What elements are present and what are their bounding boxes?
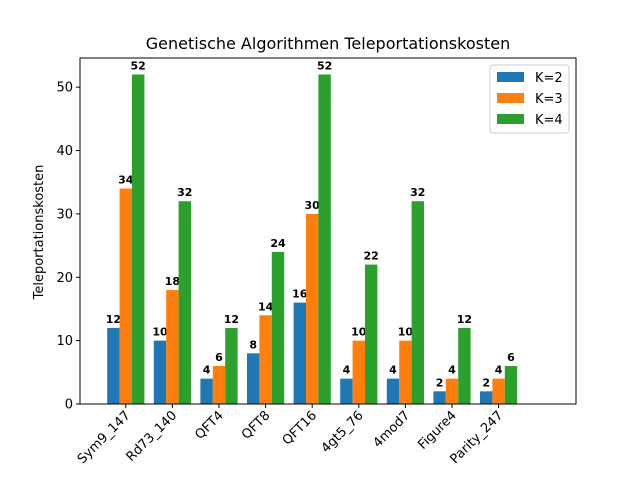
data-label: 16 [292, 288, 308, 301]
bar [306, 213, 319, 404]
bar [119, 188, 132, 404]
chart-title: Genetische Algorithmen Teleportationskos… [146, 34, 510, 53]
bar [153, 340, 167, 404]
data-label: 22 [364, 250, 379, 263]
bar [293, 302, 306, 404]
x-tick-label: Figure4 [415, 408, 460, 453]
x-tick-label: 4gt5_76 [319, 408, 367, 456]
bar [212, 365, 226, 404]
bar [271, 251, 285, 404]
bar [480, 391, 493, 404]
legend-label: K=2 [535, 71, 563, 86]
data-label: 4 [203, 364, 211, 377]
bar [445, 378, 459, 404]
bar [259, 315, 272, 404]
plot-area: 0 10 20 30 40 50 12 34 52 Sym9_147 10 18 32 Rd73_140 4… [56, 59, 518, 467]
bar [200, 378, 213, 404]
bar [132, 74, 145, 404]
bar [352, 340, 365, 404]
data-label: 2 [436, 376, 444, 389]
bar [492, 378, 505, 404]
x-tick-label: QFT16 [280, 408, 320, 448]
data-label: 32 [410, 186, 425, 199]
y-tick-label: 30 [56, 207, 73, 222]
bar [386, 378, 400, 404]
legend: K=2 K=3 K=4 [489, 64, 570, 134]
data-label: 4 [343, 364, 351, 377]
bar [340, 378, 353, 404]
y-tick-label: 10 [56, 334, 73, 349]
legend-swatch [497, 114, 524, 124]
data-label: 30 [305, 199, 321, 212]
bar [178, 201, 191, 404]
data-label: 6 [507, 351, 515, 364]
bar [399, 340, 412, 404]
bar [411, 201, 424, 404]
y-tick-label: 50 [56, 81, 73, 96]
data-label: 10 [351, 326, 367, 339]
y-axis-label: Teleportationskosten [32, 165, 47, 301]
y-tick-label: 0 [65, 398, 73, 413]
data-label: 24 [270, 237, 286, 250]
data-label: 4 [448, 364, 456, 377]
data-label: 4 [389, 364, 397, 377]
x-tick-label: Rd73_140 [124, 408, 181, 465]
bar [504, 365, 518, 404]
legend-label: K=4 [535, 113, 563, 128]
legend-swatch [497, 72, 524, 82]
data-label: 12 [457, 313, 472, 326]
legend-swatch [497, 93, 524, 103]
x-tick-label: QFT4 [192, 408, 226, 442]
x-tick-label: Sym9_147 [75, 408, 134, 467]
y-tick-label: 40 [56, 144, 73, 159]
data-label: 18 [165, 275, 180, 288]
bar [365, 264, 378, 404]
bar [107, 327, 120, 404]
bar [247, 353, 260, 404]
y-tick-label: 20 [56, 271, 73, 286]
data-label: 8 [249, 338, 257, 351]
data-label: 32 [177, 186, 192, 199]
data-label: 34 [118, 174, 134, 187]
plot-frame [79, 57, 577, 405]
data-label: 10 [398, 326, 414, 339]
data-label: 52 [317, 59, 332, 72]
x-tick-label: 4mod7 [371, 408, 414, 451]
data-label: 10 [152, 326, 168, 339]
x-tick-label: QFT8 [239, 408, 273, 442]
bar [225, 327, 238, 404]
data-label: 4 [495, 364, 503, 377]
bar [433, 391, 446, 404]
bar [166, 289, 179, 404]
data-label: 52 [131, 59, 146, 72]
data-label: 2 [482, 376, 490, 389]
data-label: 12 [224, 313, 239, 326]
data-label: 6 [215, 351, 223, 364]
legend-label: K=3 [535, 92, 563, 107]
bar [458, 327, 471, 404]
data-label: 12 [106, 313, 121, 326]
data-label: 14 [258, 300, 274, 313]
bar [318, 74, 331, 404]
